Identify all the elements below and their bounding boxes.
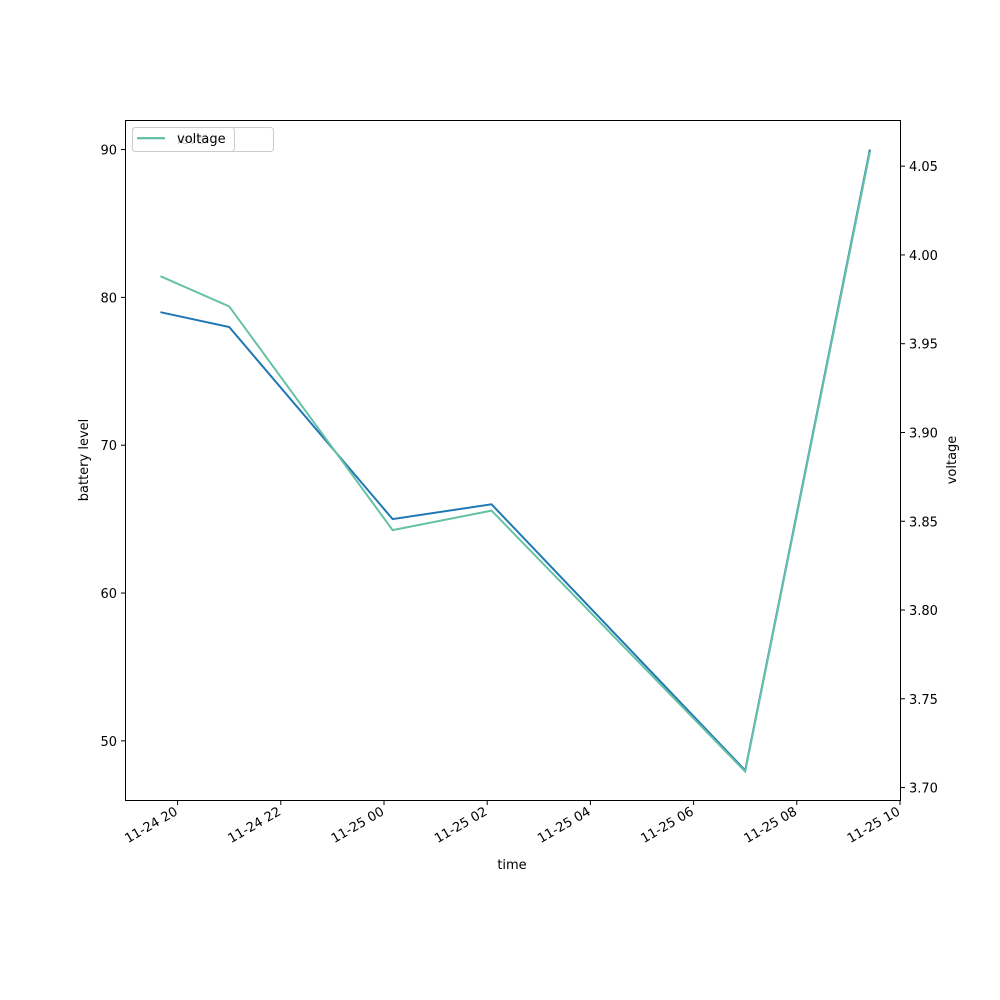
ticks-layer: 11-24 20 11-24 22 11-25 00 11-25 02 11-25 04… <box>100 144 938 847</box>
y-right-tick-label: 3.80 <box>909 604 938 619</box>
data-point-voltage-3 <box>491 510 493 512</box>
x-tick-label: 11-25 04 <box>535 804 593 846</box>
series-line-voltage <box>159 151 871 774</box>
y-right-tick-label: 3.70 <box>909 782 938 797</box>
legend-voltage: voltage <box>132 127 235 152</box>
x-tick-label: 11-24 22 <box>226 804 284 846</box>
x-tick-label: 11-25 10 <box>845 804 903 846</box>
y-left-tick-label: 80 <box>100 291 117 306</box>
data-point-level-0 <box>159 311 161 313</box>
legend-voltage-label: voltage <box>177 132 226 147</box>
y-left-tick-label: 60 <box>100 587 117 602</box>
data-point-level-3 <box>491 503 493 505</box>
data-point-voltage-4 <box>744 771 746 773</box>
y-axis-left-label: battery level <box>77 419 92 502</box>
x-tick-label: 11-25 02 <box>432 804 490 846</box>
x-tick-label: 11-25 08 <box>742 804 800 846</box>
y-left-tick-label: 70 <box>100 439 117 454</box>
data-point-voltage-5 <box>869 151 871 153</box>
x-tick-label: 11-24 20 <box>122 804 180 846</box>
x-axis-label: time <box>497 858 526 873</box>
y-left-tick-label: 50 <box>100 735 117 750</box>
data-point-level-1 <box>228 326 230 328</box>
x-tick-label: 11-25 06 <box>638 804 696 846</box>
y-right-tick-label: 3.85 <box>909 515 938 530</box>
y-right-tick-label: 3.90 <box>909 426 938 441</box>
y-right-tick-label: 3.95 <box>909 338 938 353</box>
data-point-level-5 <box>869 149 871 151</box>
y-left-tick-label: 90 <box>100 144 117 159</box>
data-point-level-2 <box>392 518 394 520</box>
y-right-tick-label: 3.75 <box>909 693 938 708</box>
y-right-tick-label: 4.05 <box>909 160 938 175</box>
y-right-tick-label: 4.00 <box>909 249 938 264</box>
y-axis-right-label: voltage <box>945 436 960 485</box>
data-point-voltage-2 <box>392 529 394 531</box>
data-point-voltage-1 <box>228 305 230 307</box>
plot-frame <box>125 120 901 801</box>
legend-voltage-frame <box>132 127 235 152</box>
x-tick-label: 11-25 00 <box>329 804 387 846</box>
data-point-voltage-0 <box>159 275 161 277</box>
plot-layer <box>159 149 871 774</box>
